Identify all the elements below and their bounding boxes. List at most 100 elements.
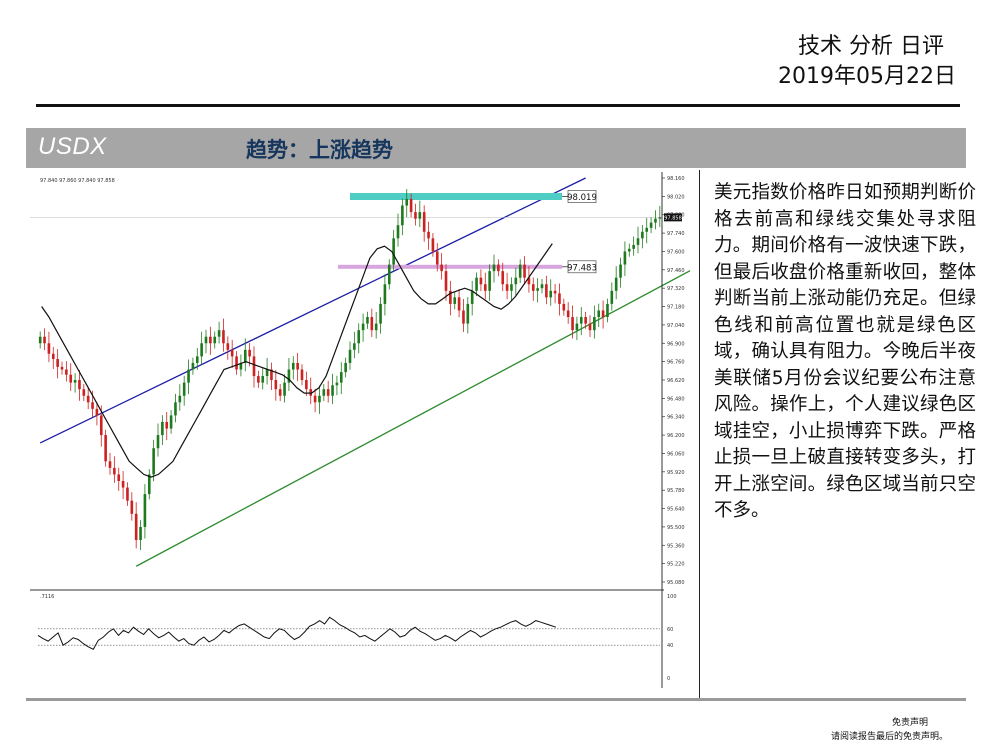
candle-body (453, 297, 457, 304)
y-tick-label: 95.080 (667, 580, 685, 586)
candle-body (579, 317, 583, 324)
candle-body (374, 323, 378, 331)
candle-body (174, 402, 177, 416)
candle-body (440, 264, 443, 272)
candle-body (230, 349, 234, 357)
report-date: 2019年05月22日 (778, 64, 956, 89)
candle-body (549, 290, 553, 298)
candle-body (248, 349, 251, 357)
resistance-label: 98.019 (567, 193, 597, 203)
candle-body (654, 218, 657, 223)
candle-body (309, 389, 313, 396)
candle-body (335, 382, 339, 386)
candle-body (95, 408, 99, 416)
candle-body (562, 303, 566, 311)
resistance-zone (350, 192, 562, 200)
y-tick-label: 96.340 (667, 415, 685, 421)
y-tick-label: 97.600 (667, 249, 685, 255)
plot-area (30, 170, 664, 590)
y-tick-label: 97.460 (667, 268, 685, 274)
y-tick-label: 97.320 (667, 286, 685, 292)
candle-body (339, 372, 343, 383)
candle-body (235, 356, 238, 370)
y-tick-label: 95.920 (667, 470, 685, 476)
candle-body (117, 474, 121, 481)
indicator-tick-label: 100 (667, 594, 677, 600)
candle-body (558, 293, 561, 304)
candle-body (143, 494, 147, 527)
candle-body (296, 362, 299, 370)
y-tick-label: 96.480 (667, 396, 685, 402)
candle-body (571, 317, 574, 331)
candle-body (523, 264, 526, 278)
candle-body (606, 303, 609, 318)
candle-body (182, 382, 186, 396)
candle-body (527, 277, 531, 285)
candle-body (348, 349, 352, 363)
candle-body (287, 369, 291, 383)
candle-body (200, 343, 203, 357)
y-tick-label: 96.900 (667, 341, 685, 347)
y-tick-label: 95.360 (667, 543, 685, 549)
y-tick-label: 96.620 (667, 378, 685, 384)
candle-body (73, 380, 77, 383)
y-tick-label: 96.200 (667, 433, 685, 439)
candle-body (405, 198, 409, 206)
candle-body (357, 330, 361, 344)
candle-body (593, 317, 596, 331)
y-tick-label: 97.180 (667, 305, 685, 311)
candle-body (187, 369, 190, 383)
candle-body (213, 336, 217, 344)
chart-info-line: 97.840 97.860 97.840 97.858 (40, 178, 115, 184)
candle-body (531, 284, 535, 291)
candle-body (444, 271, 448, 291)
support-zone (338, 264, 562, 269)
candle-body (379, 303, 382, 324)
candle-body (649, 222, 653, 228)
candle-body (619, 264, 622, 278)
candle-body (435, 251, 439, 265)
footer-rule (26, 698, 966, 701)
candle-body (86, 395, 90, 403)
candle-body (575, 323, 579, 331)
candle-body (353, 343, 356, 350)
y-tick-label: 95.500 (667, 525, 685, 531)
candle-body (545, 284, 548, 298)
candle-body (217, 330, 221, 337)
last-price-marker (664, 213, 682, 222)
chart-panel: 98.019 97.483 97.840 97.860 97.840 97.858… (30, 170, 835, 695)
y-tick-label: 97.040 (667, 323, 685, 329)
candle-body (191, 362, 195, 370)
candle-body (56, 359, 59, 367)
candle-body (300, 369, 304, 380)
candle-body (104, 435, 107, 462)
candle-body (226, 343, 230, 350)
candle-body (82, 389, 86, 396)
y-tick-label: 98.020 (667, 194, 685, 200)
candle-body (278, 389, 282, 396)
indicator-tick-label: 60 (667, 627, 673, 633)
candle-body (401, 205, 404, 226)
candle-body (462, 310, 465, 324)
column-divider (699, 170, 700, 698)
candle-body (553, 290, 557, 294)
upper-channel-line (39, 177, 586, 444)
candle-body (261, 376, 265, 383)
candle-body (641, 231, 644, 239)
candle-body (60, 366, 64, 370)
candle-body (121, 481, 125, 488)
candle-body (488, 271, 491, 291)
candle-body (91, 402, 94, 409)
candle-body (632, 244, 635, 249)
y-tick-label: 95.780 (667, 488, 685, 494)
analysis-text: 美元指数价格昨日如预期判断价格去前高和绿线交集处寻求阻力。期间价格有一波快速下跌… (714, 182, 976, 521)
symbol-band: USDX 趋势：上涨趋势 (26, 128, 966, 168)
candle-body (627, 248, 631, 252)
candle-body (396, 225, 400, 239)
candle-body (291, 362, 295, 370)
y-tick-label: 96.760 (667, 360, 685, 366)
candle-body (449, 290, 452, 304)
candle-body (361, 323, 365, 331)
candle-body (169, 415, 173, 429)
candle-body (165, 421, 169, 429)
